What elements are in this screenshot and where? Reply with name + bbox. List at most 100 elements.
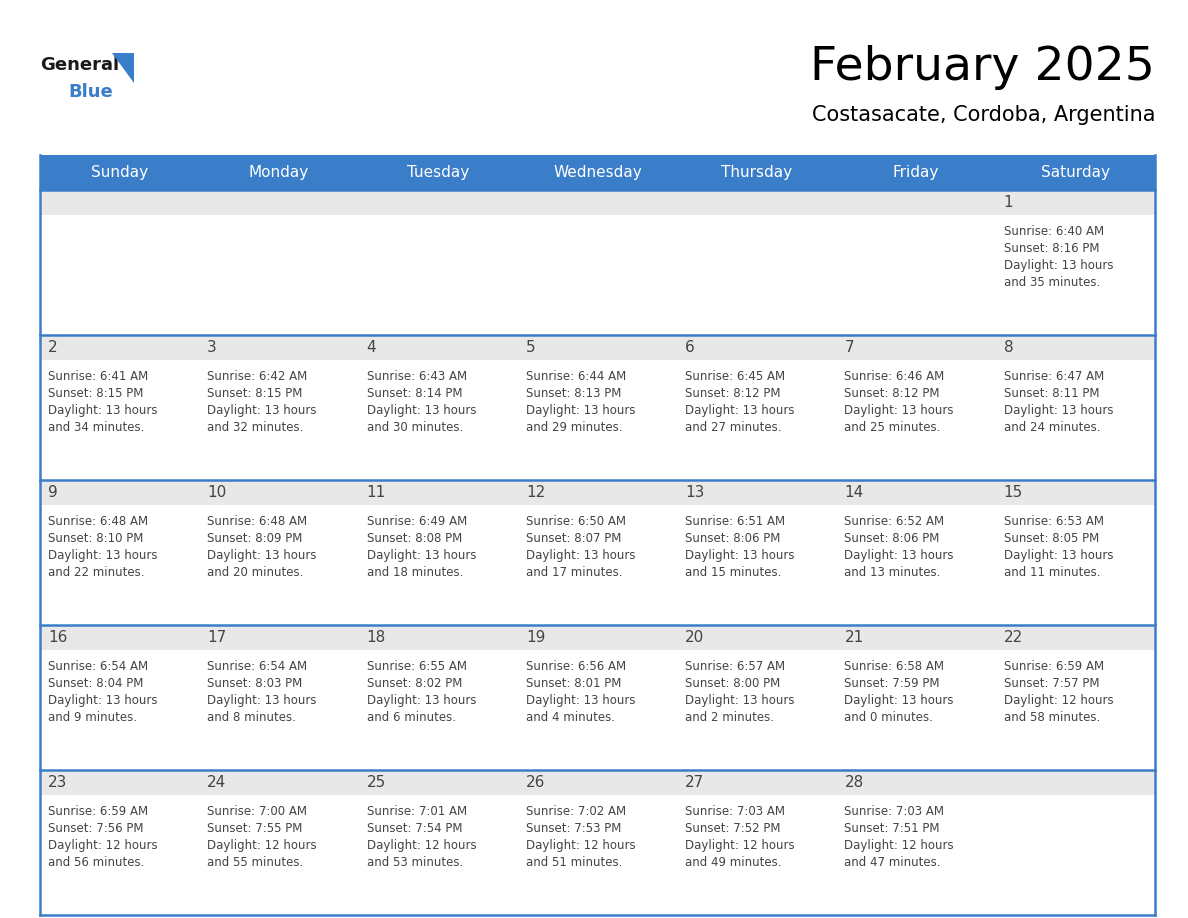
Text: Daylight: 13 hours: Daylight: 13 hours <box>1004 404 1113 417</box>
Text: Sunset: 8:07 PM: Sunset: 8:07 PM <box>526 532 621 545</box>
Bar <box>836 770 996 915</box>
Text: Sunrise: 6:49 AM: Sunrise: 6:49 AM <box>367 515 467 528</box>
Text: Daylight: 13 hours: Daylight: 13 hours <box>48 549 158 562</box>
Text: Sunset: 8:13 PM: Sunset: 8:13 PM <box>526 387 621 400</box>
Text: Sunrise: 6:53 AM: Sunrise: 6:53 AM <box>1004 515 1104 528</box>
Text: Sunrise: 6:46 AM: Sunrise: 6:46 AM <box>845 370 944 383</box>
Polygon shape <box>112 53 134 83</box>
Text: Sunset: 8:12 PM: Sunset: 8:12 PM <box>685 387 781 400</box>
Text: Sunset: 8:14 PM: Sunset: 8:14 PM <box>367 387 462 400</box>
Text: Sunset: 8:15 PM: Sunset: 8:15 PM <box>207 387 303 400</box>
Text: Sunrise: 7:02 AM: Sunrise: 7:02 AM <box>526 805 626 818</box>
Text: Daylight: 13 hours: Daylight: 13 hours <box>48 404 158 417</box>
Bar <box>836 480 996 625</box>
Bar <box>836 625 996 770</box>
Bar <box>996 480 1155 505</box>
Bar <box>200 480 359 505</box>
Text: Sunrise: 7:00 AM: Sunrise: 7:00 AM <box>207 805 308 818</box>
Bar <box>200 770 359 795</box>
Bar <box>677 480 836 625</box>
Text: Sunset: 7:57 PM: Sunset: 7:57 PM <box>1004 677 1099 690</box>
Text: Sunset: 8:06 PM: Sunset: 8:06 PM <box>845 532 940 545</box>
Text: 4: 4 <box>367 340 377 355</box>
Text: Sunrise: 6:50 AM: Sunrise: 6:50 AM <box>526 515 626 528</box>
Text: and 22 minutes.: and 22 minutes. <box>48 566 145 579</box>
Text: Sunset: 8:11 PM: Sunset: 8:11 PM <box>1004 387 1099 400</box>
Text: and 17 minutes.: and 17 minutes. <box>526 566 623 579</box>
Bar <box>40 625 200 650</box>
Text: Sunset: 7:52 PM: Sunset: 7:52 PM <box>685 822 781 835</box>
Text: and 30 minutes.: and 30 minutes. <box>367 421 463 434</box>
Text: 3: 3 <box>207 340 217 355</box>
Text: Sunrise: 6:48 AM: Sunrise: 6:48 AM <box>207 515 308 528</box>
Text: and 4 minutes.: and 4 minutes. <box>526 711 615 724</box>
Text: and 6 minutes.: and 6 minutes. <box>367 711 455 724</box>
Text: Daylight: 13 hours: Daylight: 13 hours <box>526 404 636 417</box>
Bar <box>359 625 518 650</box>
Text: and 58 minutes.: and 58 minutes. <box>1004 711 1100 724</box>
Text: Sunset: 7:51 PM: Sunset: 7:51 PM <box>845 822 940 835</box>
Text: and 8 minutes.: and 8 minutes. <box>207 711 296 724</box>
Text: Daylight: 13 hours: Daylight: 13 hours <box>845 404 954 417</box>
Text: and 27 minutes.: and 27 minutes. <box>685 421 782 434</box>
Bar <box>996 625 1155 770</box>
Text: Daylight: 13 hours: Daylight: 13 hours <box>685 694 795 707</box>
Text: 7: 7 <box>845 340 854 355</box>
Bar <box>200 770 359 915</box>
Bar <box>996 190 1155 335</box>
Bar <box>40 190 200 215</box>
Bar <box>677 190 836 335</box>
Bar <box>677 190 836 215</box>
Text: Wednesday: Wednesday <box>554 165 642 180</box>
Text: Sunrise: 6:54 AM: Sunrise: 6:54 AM <box>207 660 308 673</box>
Text: Sunset: 8:02 PM: Sunset: 8:02 PM <box>367 677 462 690</box>
Text: Daylight: 13 hours: Daylight: 13 hours <box>1004 549 1113 562</box>
Bar <box>518 190 677 335</box>
Text: and 24 minutes.: and 24 minutes. <box>1004 421 1100 434</box>
Bar <box>518 625 677 650</box>
Text: Daylight: 12 hours: Daylight: 12 hours <box>685 839 795 852</box>
Text: Sunset: 7:56 PM: Sunset: 7:56 PM <box>48 822 144 835</box>
Bar <box>677 770 836 795</box>
Bar <box>40 335 200 360</box>
Bar <box>40 770 200 915</box>
Text: Daylight: 12 hours: Daylight: 12 hours <box>526 839 636 852</box>
Bar <box>200 190 359 335</box>
Bar <box>836 770 996 795</box>
Text: and 9 minutes.: and 9 minutes. <box>48 711 137 724</box>
Text: 24: 24 <box>207 775 227 790</box>
Bar <box>677 625 836 650</box>
Bar <box>359 480 518 625</box>
Text: 10: 10 <box>207 485 227 500</box>
Bar <box>40 480 200 625</box>
Text: Daylight: 12 hours: Daylight: 12 hours <box>845 839 954 852</box>
Text: Monday: Monday <box>248 165 309 180</box>
Text: Sunrise: 6:59 AM: Sunrise: 6:59 AM <box>48 805 148 818</box>
Bar <box>200 625 359 770</box>
Text: Sunrise: 6:44 AM: Sunrise: 6:44 AM <box>526 370 626 383</box>
Bar <box>359 770 518 915</box>
Text: Daylight: 13 hours: Daylight: 13 hours <box>367 694 476 707</box>
Text: Daylight: 12 hours: Daylight: 12 hours <box>1004 694 1113 707</box>
Text: 5: 5 <box>526 340 536 355</box>
Bar <box>518 480 677 505</box>
Text: 9: 9 <box>48 485 58 500</box>
Bar <box>836 480 996 505</box>
Text: Daylight: 12 hours: Daylight: 12 hours <box>207 839 317 852</box>
Text: 27: 27 <box>685 775 704 790</box>
Text: 21: 21 <box>845 630 864 645</box>
Text: General: General <box>40 56 119 74</box>
Bar <box>200 480 359 625</box>
Text: Sunset: 8:03 PM: Sunset: 8:03 PM <box>207 677 303 690</box>
Text: Sunset: 8:04 PM: Sunset: 8:04 PM <box>48 677 144 690</box>
Text: Costasacate, Cordoba, Argentina: Costasacate, Cordoba, Argentina <box>811 105 1155 125</box>
Bar <box>996 335 1155 480</box>
Bar <box>836 625 996 650</box>
Text: and 49 minutes.: and 49 minutes. <box>685 856 782 869</box>
Text: Tuesday: Tuesday <box>407 165 469 180</box>
Text: Sunset: 8:16 PM: Sunset: 8:16 PM <box>1004 242 1099 255</box>
Text: Blue: Blue <box>68 83 113 101</box>
Text: Daylight: 12 hours: Daylight: 12 hours <box>367 839 476 852</box>
Text: Sunset: 8:00 PM: Sunset: 8:00 PM <box>685 677 781 690</box>
Text: Sunset: 8:15 PM: Sunset: 8:15 PM <box>48 387 144 400</box>
